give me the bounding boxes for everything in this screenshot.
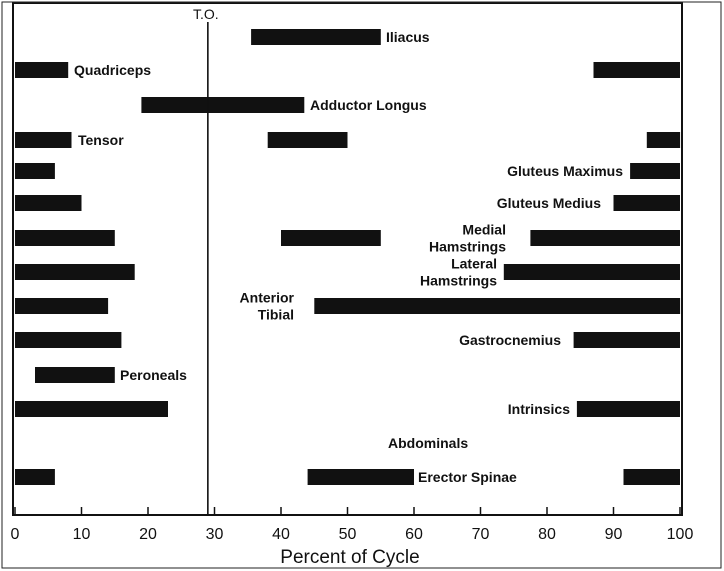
bar-anterior-tibial-1: [15, 298, 109, 314]
label-abdominals: Abdominals: [388, 435, 468, 451]
x-tick-label-50: 50: [339, 526, 357, 543]
bar-medial-hamstrings-3: [530, 230, 680, 246]
label-line-quadriceps-1: Quadriceps: [74, 62, 151, 78]
bar-medial-hamstrings-2: [281, 230, 381, 246]
activity-bars: [15, 29, 681, 485]
x-tick-label-80: 80: [538, 526, 556, 543]
bar-quadriceps-1: [15, 62, 69, 78]
label-line-iliacus-1: Iliacus: [386, 29, 430, 45]
bar-medial-hamstrings-1: [15, 230, 115, 246]
bar-lateral-hamstrings-2: [503, 264, 680, 280]
x-tick-label-90: 90: [605, 526, 623, 543]
x-tick-label-30: 30: [206, 526, 224, 543]
label-line-anterior-tibial-1: Anterior: [240, 290, 295, 306]
label-anterior-tibial: Anterior Tibial: [240, 290, 295, 323]
label-tensor: Tensor: [78, 132, 124, 148]
label-line-gastrocnemius-1: Gastrocnemius: [459, 332, 561, 348]
bar-erector-spinae-2: [307, 469, 414, 485]
label-line-medial-hamstrings-2: Hamstrings: [429, 239, 506, 255]
bar-gluteus-medius-2: [613, 195, 680, 211]
plot-frame: [12, 2, 683, 516]
bar-anterior-tibial-2: [314, 298, 681, 314]
bar-gluteus-maximus-2: [630, 163, 680, 179]
label-medial-hamstrings: Medial Hamstrings: [429, 222, 506, 255]
label-line-medial-hamstrings-1: Medial: [462, 222, 506, 238]
label-erector-spinae: Erector Spinae: [418, 469, 517, 485]
toe-off-label: T.O.: [193, 6, 219, 22]
bar-quadriceps-2: [593, 62, 680, 78]
x-tick-label-60: 60: [405, 526, 423, 543]
x-tick-label-20: 20: [139, 526, 157, 543]
bar-iliacus-1: [251, 29, 381, 45]
bar-gastrocnemius-1: [15, 332, 122, 348]
bar-gluteus-medius-1: [15, 195, 82, 211]
label-line-gluteus-maximus-1: Gluteus Maximus: [507, 163, 623, 179]
label-line-abdominals-1: Abdominals: [388, 435, 468, 451]
label-intrinsics: Intrinsics: [508, 401, 570, 417]
x-tick-label-100: 100: [667, 526, 694, 543]
bar-tensor-3: [646, 132, 681, 148]
bar-tensor-2: [267, 132, 348, 148]
x-axis: 0 10 20 30 40 50 60 70 80 90 100: [11, 507, 694, 543]
x-tick-label-70: 70: [472, 526, 490, 543]
label-gastrocnemius: Gastrocnemius: [459, 332, 561, 348]
label-line-gluteus-medius-1: Gluteus Medius: [497, 195, 601, 211]
muscle-labels: Iliacus Quadriceps Adductor Longus Tensor Gl…: [74, 29, 623, 485]
label-line-tensor-1: Tensor: [78, 132, 124, 148]
bar-erector-spinae-1: [15, 469, 55, 485]
label-line-intrinsics-1: Intrinsics: [508, 401, 570, 417]
bar-intrinsics-2: [576, 401, 680, 417]
bar-intrinsics-1: [15, 401, 168, 417]
label-gluteus-medius: Gluteus Medius: [497, 195, 601, 211]
bar-gastrocnemius-2: [573, 332, 680, 348]
label-adductor-longus: Adductor Longus: [310, 97, 427, 113]
label-peroneals: Peroneals: [120, 367, 187, 383]
x-tick-label-40: 40: [272, 526, 290, 543]
bar-peroneals-1: [35, 367, 115, 383]
label-line-adductor-longus-1: Adductor Longus: [310, 97, 427, 113]
label-line-anterior-tibial-2: Tibial: [258, 307, 294, 323]
x-tick-label-0: 0: [11, 526, 20, 543]
label-quadriceps: Quadriceps: [74, 62, 151, 78]
x-axis-title: Percent of Cycle: [280, 547, 419, 568]
bar-erector-spinae-3: [623, 469, 680, 485]
label-line-lateral-hamstrings-1: Lateral: [451, 256, 497, 272]
bar-adductor-longus-1: [141, 97, 305, 113]
bar-lateral-hamstrings-1: [15, 264, 135, 280]
x-tick-label-10: 10: [73, 526, 91, 543]
label-line-peroneals-1: Peroneals: [120, 367, 187, 383]
label-line-lateral-hamstrings-2: Hamstrings: [420, 273, 497, 289]
label-lateral-hamstrings: Lateral Hamstrings: [420, 256, 497, 289]
label-iliacus: Iliacus: [386, 29, 430, 45]
bar-tensor-1: [15, 132, 72, 148]
label-gluteus-maximus: Gluteus Maximus: [507, 163, 623, 179]
bar-gluteus-maximus-1: [15, 163, 55, 179]
label-line-erector-spinae-1: Erector Spinae: [418, 469, 517, 485]
